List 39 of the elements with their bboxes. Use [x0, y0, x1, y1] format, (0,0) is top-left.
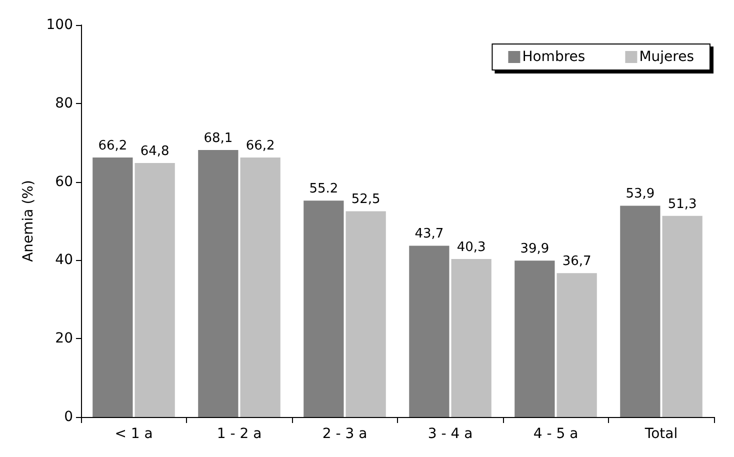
bar	[409, 246, 450, 417]
data-label: 43,7	[414, 226, 444, 242]
bar	[620, 206, 660, 417]
data-label: 40,3	[456, 240, 486, 256]
bar	[514, 260, 555, 417]
legend-label: Hombres	[522, 49, 586, 65]
bar	[240, 157, 280, 417]
y-axis-title: Anemia (%)	[20, 180, 36, 262]
x-tick-label: 1 - 2 a	[216, 426, 262, 442]
bar	[662, 216, 702, 417]
y-tick-label: 80	[55, 95, 73, 112]
data-label: 51,3	[668, 196, 697, 212]
data-label: 66,2	[246, 138, 275, 154]
y-tick-label: 0	[64, 409, 73, 425]
y-tick-label: 20	[55, 330, 73, 347]
bar	[92, 157, 133, 417]
x-tick-label: Total	[644, 426, 678, 442]
y-tick-label: 40	[55, 252, 73, 268]
data-label: 68,1	[204, 131, 233, 146]
data-label: 52,5	[351, 192, 380, 208]
data-label: 36,7	[562, 254, 592, 270]
x-tick-label: < 1 a	[114, 426, 153, 442]
data-label: 66,2	[98, 138, 128, 154]
bar	[556, 273, 597, 417]
legend-label: Mujeres	[639, 49, 694, 65]
bar	[304, 200, 344, 417]
x-tick-label: 3 - 4 a	[428, 426, 473, 442]
data-label: 53,9	[626, 186, 655, 202]
bar	[134, 162, 175, 417]
data-label: 55.2	[309, 182, 338, 197]
y-tick-label: 100	[46, 17, 73, 33]
data-label: 64,8	[140, 144, 170, 159]
bar	[346, 211, 386, 417]
x-tick-label: 2 - 3 a	[322, 426, 368, 442]
x-tick-label: 4 - 5 a	[533, 426, 578, 442]
bar	[198, 150, 238, 417]
bar	[451, 259, 492, 417]
y-tick-label: 60	[55, 174, 73, 190]
data-label: 39,9	[520, 242, 550, 257]
